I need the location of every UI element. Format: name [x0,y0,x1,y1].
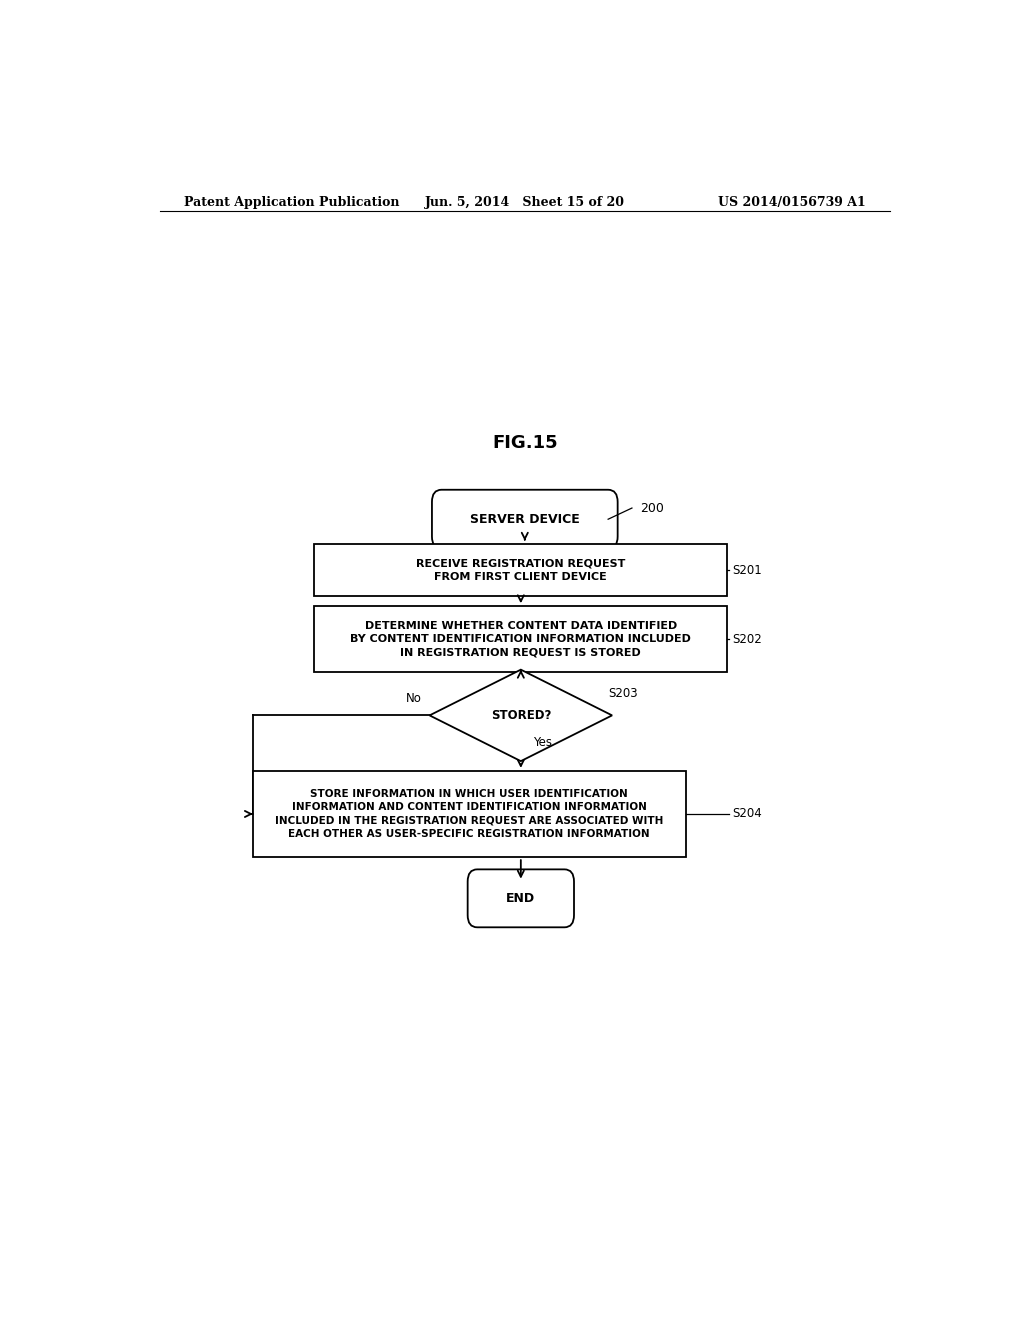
Text: Yes: Yes [532,737,552,748]
Text: S201: S201 [733,564,763,577]
Text: S203: S203 [608,686,638,700]
FancyBboxPatch shape [468,870,574,928]
Text: Patent Application Publication: Patent Application Publication [183,195,399,209]
Polygon shape [430,669,612,762]
Text: SERVER DEVICE: SERVER DEVICE [470,512,580,525]
Bar [253,771,685,857]
Text: END: END [506,892,536,904]
Bar [314,544,727,597]
Text: Jun. 5, 2014   Sheet 15 of 20: Jun. 5, 2014 Sheet 15 of 20 [425,195,625,209]
Text: US 2014/0156739 A1: US 2014/0156739 A1 [718,195,866,209]
Text: DETERMINE WHETHER CONTENT DATA IDENTIFIED
BY CONTENT IDENTIFICATION INFORMATION : DETERMINE WHETHER CONTENT DATA IDENTIFIE… [350,620,691,657]
Text: No: No [406,692,422,705]
Bar [314,606,727,672]
Text: STORE INFORMATION IN WHICH USER IDENTIFICATION
INFORMATION AND CONTENT IDENTIFIC: STORE INFORMATION IN WHICH USER IDENTIFI… [275,789,664,838]
Text: STORED?: STORED? [490,709,551,722]
FancyBboxPatch shape [432,490,617,549]
Text: 200: 200 [640,502,664,515]
Text: S204: S204 [733,808,763,821]
Text: S202: S202 [733,632,763,645]
Text: FIG.15: FIG.15 [492,434,558,451]
Text: RECEIVE REGISTRATION REQUEST
FROM FIRST CLIENT DEVICE: RECEIVE REGISTRATION REQUEST FROM FIRST … [416,558,626,582]
